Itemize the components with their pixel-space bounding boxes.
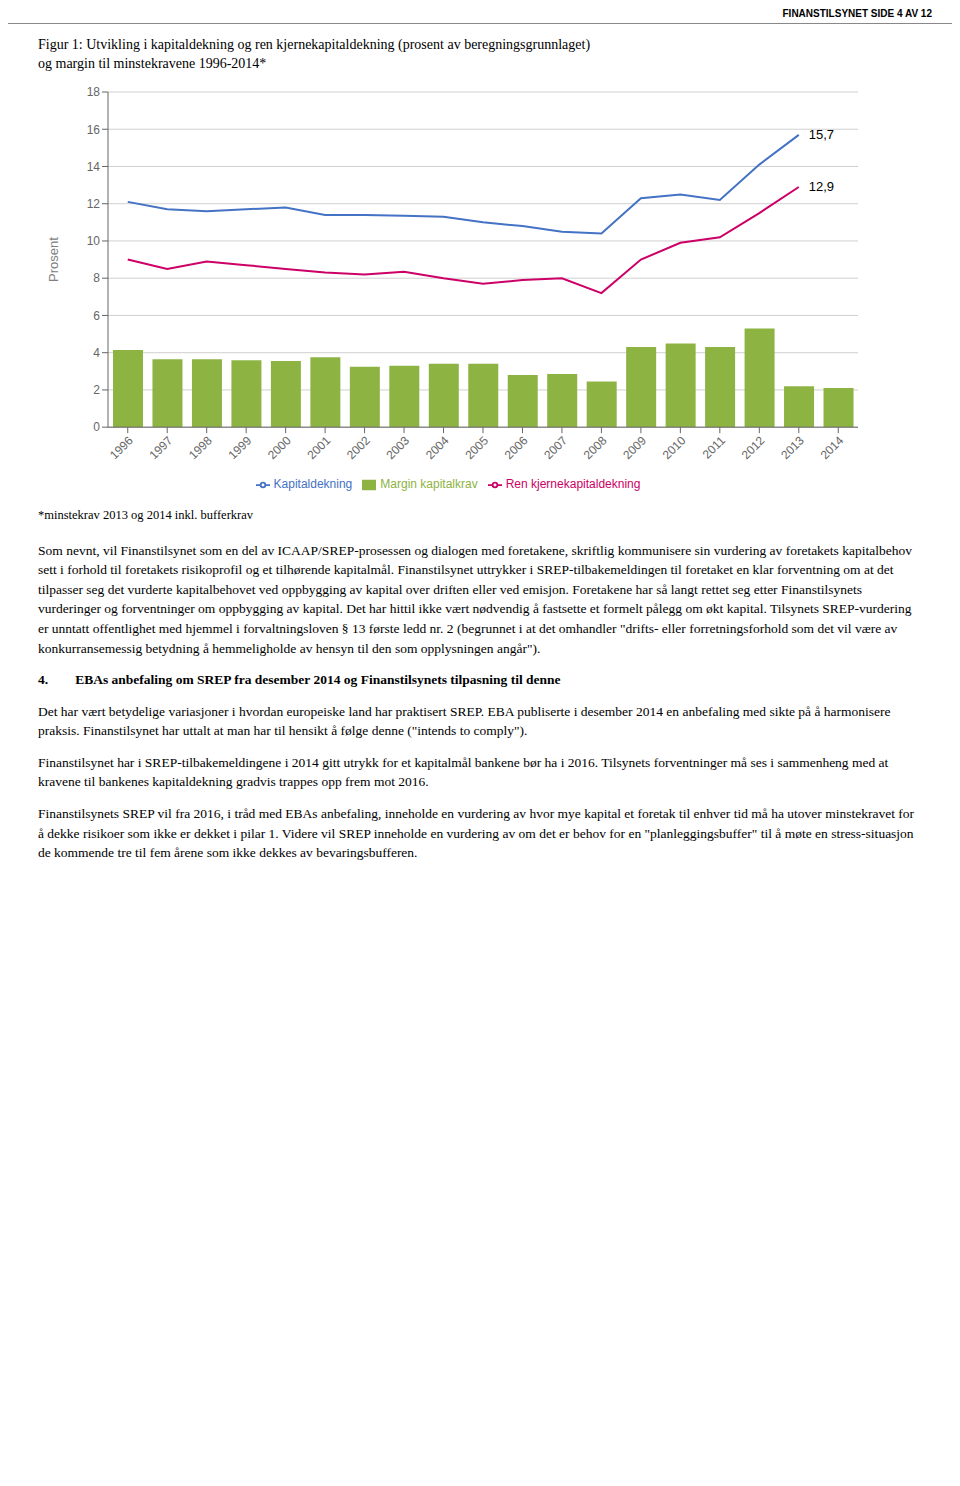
svg-text:1999: 1999	[226, 433, 255, 462]
html-text:Finanstilsynets SREP vil fra 2: Finanstilsynets SREP vil fra 2016, i trå…	[38, 806, 914, 861]
svg-text:2002: 2002	[344, 433, 373, 462]
svg-text:2009: 2009	[620, 433, 649, 462]
svg-text:12,9: 12,9	[809, 179, 834, 194]
svg-text:2007: 2007	[541, 433, 570, 462]
html-text:Ren kjernekapitaldekning: Ren kjernekapitaldekning	[505, 477, 641, 491]
svg-text:Prosent: Prosent	[46, 237, 61, 282]
html-text:og margin til minstekravene 19: og margin til minstekravene 1996-2014*	[38, 55, 267, 71]
svg-text:2003: 2003	[383, 433, 412, 462]
svg-text:16: 16	[87, 122, 101, 136]
svg-text:2004: 2004	[423, 433, 452, 462]
svg-text:2008: 2008	[581, 433, 610, 462]
html-text:Finanstilsynet har i SREP-tilb: Finanstilsynet har i SREP-tilbakemelding…	[38, 754, 889, 790]
html-text:Kapitaldekning: Kapitaldekning	[273, 477, 353, 491]
svg-text:2001: 2001	[304, 433, 333, 462]
html-text:4. EBAs anbefaling om SREP fra: 4. EBAs anbefaling om SREP fra desember …	[38, 672, 561, 688]
svg-text:6: 6	[93, 308, 100, 322]
svg-text:2006: 2006	[502, 433, 531, 462]
svg-text:4: 4	[93, 346, 100, 360]
html-text:Margin kapitalkrav: Margin kapitalkrav	[380, 477, 478, 491]
svg-text:2013: 2013	[778, 433, 807, 462]
svg-text:1998: 1998	[186, 433, 215, 462]
svg-text:12: 12	[87, 197, 101, 211]
html-text:Som nevnt, vil Finanstilsynet: Som nevnt, vil Finanstilsynet som en del…	[38, 542, 912, 656]
svg-text:2014: 2014	[818, 433, 847, 462]
svg-text:1997: 1997	[147, 433, 176, 462]
svg-text:1996: 1996	[107, 433, 136, 462]
svg-text:8: 8	[93, 271, 100, 285]
html-text:Det har vært betydelige varias: Det har vært betydelige variasjoner i hv…	[38, 703, 891, 739]
svg-text:2000: 2000	[265, 433, 294, 462]
svg-text:15,7: 15,7	[809, 127, 834, 142]
html-text:*minstekrav 2013 og 2014 inkl.: *minstekrav 2013 og 2014 inkl. bufferkra…	[38, 507, 253, 522]
svg-text:0: 0	[93, 420, 100, 434]
svg-text:14: 14	[87, 160, 101, 174]
svg-text:2012: 2012	[739, 433, 768, 462]
svg-text:2: 2	[93, 383, 100, 397]
svg-text:2010: 2010	[660, 433, 689, 462]
svg-text:10: 10	[87, 234, 101, 248]
svg-text:18: 18	[87, 85, 101, 99]
svg-text:2005: 2005	[462, 433, 491, 462]
html-text:FINANSTILSYNET SIDE 4 AV 12: FINANSTILSYNET SIDE 4 AV 12	[782, 8, 932, 19]
html-text:Figur 1: Utvikling i kapitalde: Figur 1: Utvikling i kapitaldekning og r…	[38, 37, 591, 52]
svg-text:2011: 2011	[700, 433, 728, 461]
